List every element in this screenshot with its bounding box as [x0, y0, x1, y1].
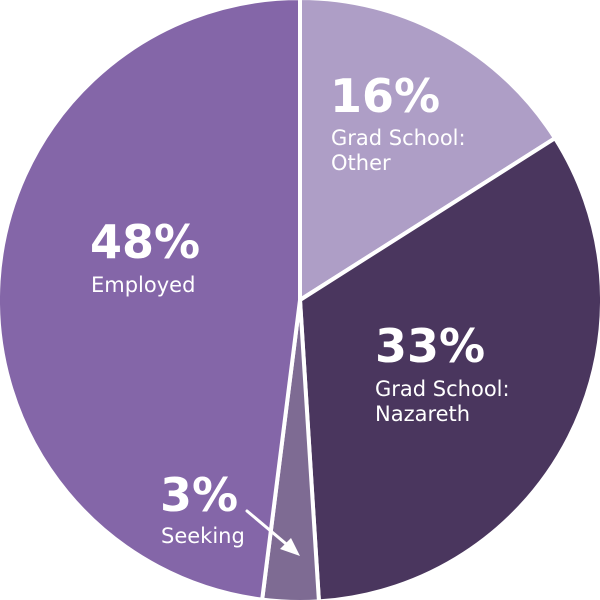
slice-value-employed: 48% [90, 215, 200, 269]
slice-label-employed-line1: Employed [91, 273, 195, 297]
slice-value-grad-school-nazareth: 33% [375, 319, 485, 373]
slice-label-grad-school-nazareth-line1: Grad School: [375, 377, 510, 401]
slice-label-seeking: 3% Seeking [160, 468, 245, 548]
slice-label-grad-school-nazareth-line2: Nazareth [375, 402, 470, 426]
slice-label-seeking-line1: Seeking [161, 524, 245, 548]
slice-label-grad-school-other-line1: Grad School: [331, 126, 466, 150]
slice-value-seeking: 3% [160, 468, 238, 522]
slice-label-employed: 48% Employed [90, 215, 200, 297]
slice-label-grad-school-other: 16% Grad School: Other [330, 69, 466, 175]
pie-slice-employed [0, 0, 302, 600]
pie-slice-grad-school-other [298, 0, 557, 302]
seeking-callout-arrow [245, 509, 300, 556]
slice-label-grad-school-other-line2: Other [331, 151, 391, 175]
slice-label-grad-school-nazareth: 33% Grad School: Nazareth [375, 319, 510, 426]
pie-slice-grad-school-nazareth [298, 136, 600, 600]
slice-value-grad-school-other: 16% [330, 69, 440, 123]
